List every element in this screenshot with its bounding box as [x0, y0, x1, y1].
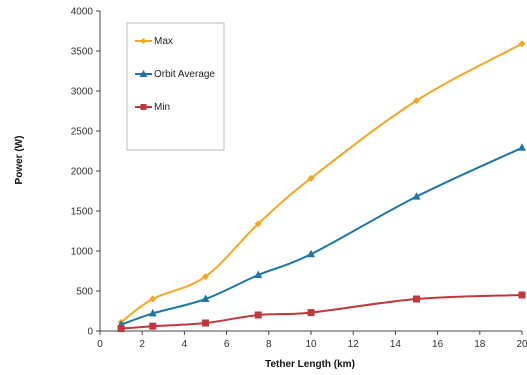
y-tick-label: 2500: [71, 127, 94, 138]
legend-item-min: Min: [135, 102, 170, 113]
data-point-max: [307, 174, 315, 182]
y-axis-label: Power (W): [14, 136, 25, 185]
data-point-orbit-average: [254, 270, 263, 278]
data-point-min: [117, 325, 125, 333]
legend-label-min: Min: [154, 102, 170, 113]
data-point-min: [202, 319, 209, 327]
y-axis: 0 500 1000 1500 2000 2500 3000 3500 4000: [71, 7, 101, 338]
y-tick-label: 500: [76, 287, 93, 298]
legend-label-orbit-average: Orbit Average: [154, 69, 215, 80]
data-point-min: [307, 309, 315, 317]
data-point-min: [413, 295, 420, 303]
x-tick-label: 16: [432, 339, 444, 350]
legend-marker-max: [140, 38, 147, 44]
y-tick-label: 3500: [71, 47, 94, 58]
x-tick-label: 8: [266, 339, 272, 350]
data-point-min: [518, 291, 526, 299]
y-tick-label: 2000: [71, 167, 94, 178]
y-tick-label: 1500: [71, 207, 94, 218]
legend-box: [126, 22, 225, 151]
x-tick-label: 18: [474, 339, 486, 350]
data-point-orbit-average: [148, 308, 157, 317]
series-line-orbit-average: [120, 146, 523, 326]
data-point-min: [254, 311, 262, 319]
series-line-min: [121, 294, 523, 330]
y-tick-label: 4000: [71, 7, 94, 18]
data-point-max: [202, 273, 209, 281]
series-layer: [117, 40, 526, 333]
y-tick-label: 1000: [71, 247, 94, 258]
legend-marker-min: [140, 104, 147, 110]
x-tick-label: 2: [139, 339, 145, 350]
x-tick-label: 14: [390, 339, 402, 350]
series-line-max: [120, 42, 523, 324]
series-min: [117, 291, 526, 333]
x-tick-label: 20: [516, 339, 527, 350]
data-point-max: [254, 220, 262, 228]
data-point-min: [149, 322, 157, 330]
data-point-orbit-average: [307, 249, 315, 258]
x-tick-label: 0: [97, 339, 103, 350]
data-point-max: [413, 97, 420, 105]
y-tick-label: 3000: [71, 87, 94, 98]
x-tick-label: 12: [348, 339, 360, 350]
legend-label-max: Max: [154, 36, 173, 47]
legend-item-orbit-average: Orbit Average: [135, 69, 215, 80]
x-tick-label: 6: [224, 339, 230, 350]
x-axis: 0 2 4 6 8 10 12 14 16 18 20: [97, 330, 527, 350]
legend-item-max: Max: [135, 36, 173, 47]
data-point-orbit-average: [518, 143, 526, 151]
x-axis-label: Tether Length (km): [265, 359, 355, 370]
data-point-orbit-average: [412, 192, 421, 200]
data-point-max: [149, 295, 157, 303]
data-point-max: [518, 40, 526, 48]
x-tick-label: 10: [305, 339, 317, 350]
x-tick-label: 4: [182, 339, 188, 350]
y-tick-label: 0: [87, 327, 93, 338]
legend: Max Orbit Average Min: [126, 22, 225, 151]
legend-marker-orbit-average: [139, 70, 148, 77]
data-point-orbit-average: [201, 294, 210, 302]
